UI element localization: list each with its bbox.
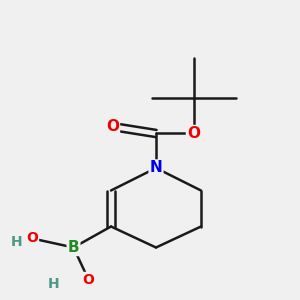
Text: N: N: [150, 160, 162, 175]
Text: O: O: [26, 232, 38, 245]
Text: O: O: [106, 119, 119, 134]
Text: H: H: [11, 236, 22, 249]
Text: O: O: [187, 126, 200, 141]
Text: O: O: [82, 273, 94, 286]
Text: H: H: [48, 278, 59, 291]
Text: B: B: [68, 240, 79, 255]
